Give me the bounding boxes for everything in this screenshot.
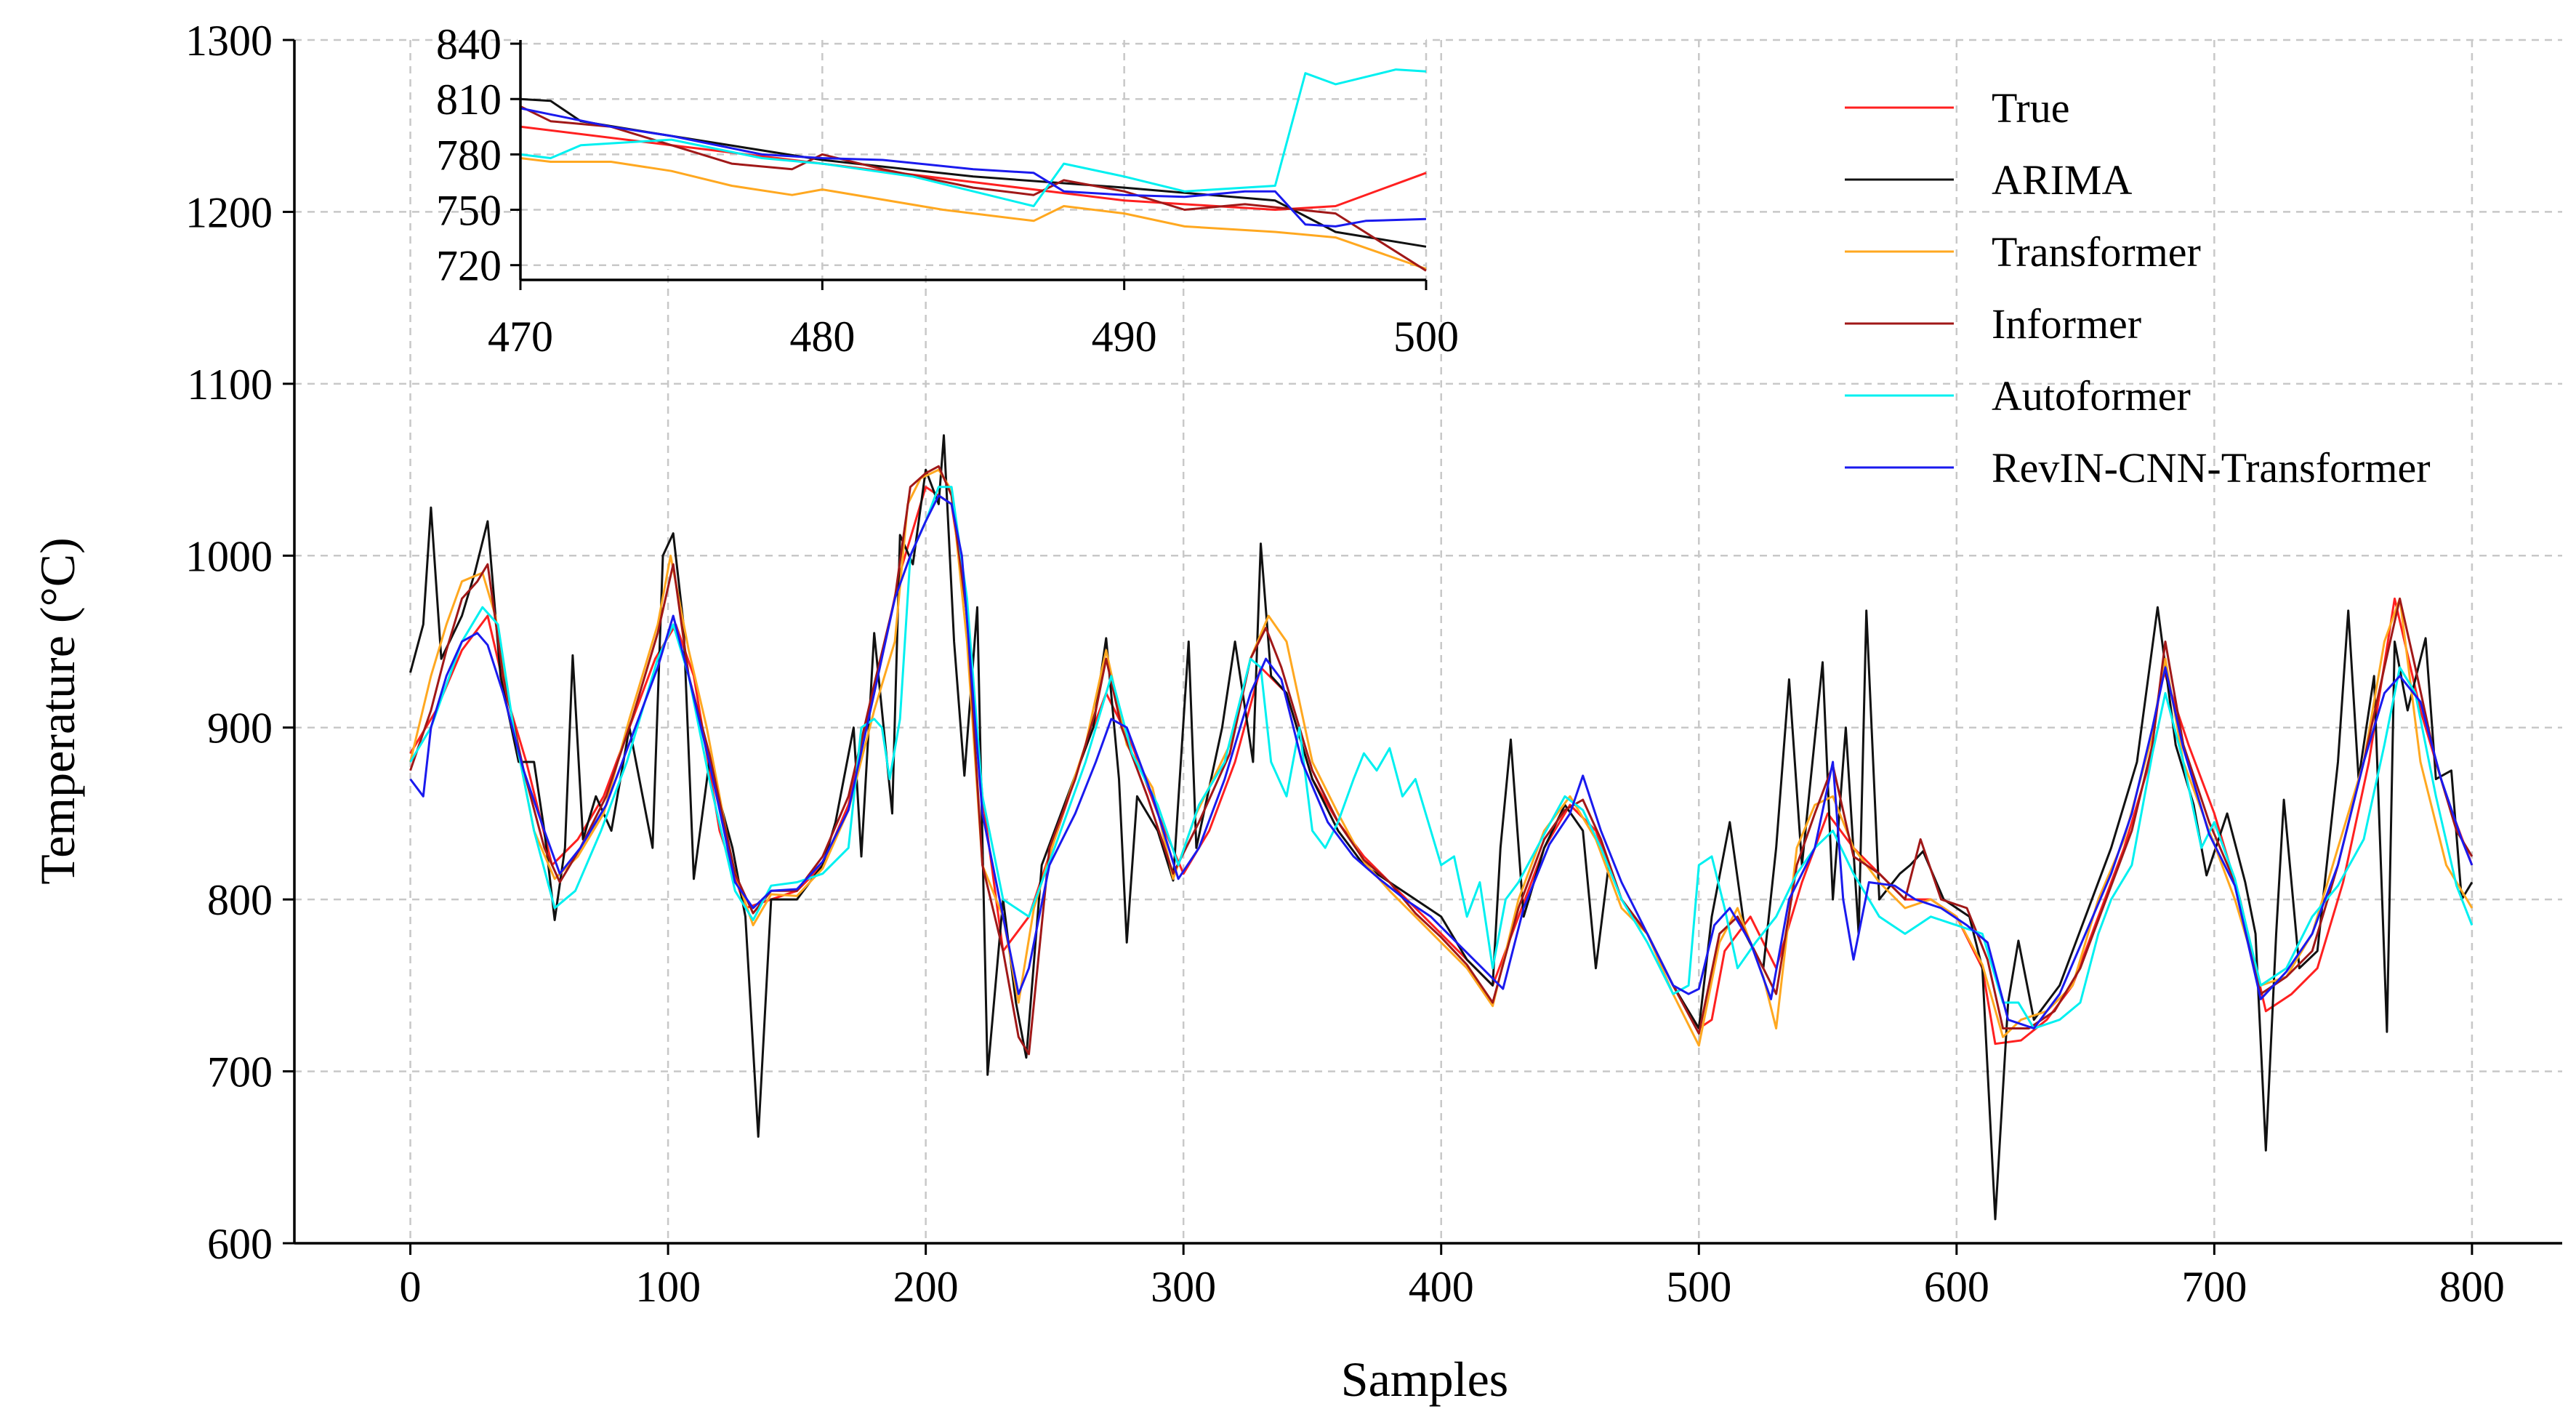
x-tick-label: 0 [400, 1263, 422, 1311]
x-tick-label: 300 [1151, 1263, 1216, 1311]
inset-ticks: 470 480 490 500 720 750 780 810 840 [436, 20, 1459, 361]
x-tick-label: 800 [2439, 1263, 2505, 1311]
x-tick-label: 200 [893, 1263, 959, 1311]
inset-series-line-true [520, 125, 1427, 211]
main-ticks: 0 100 200 300 400 500 600 700 800 600 700 800 900 100… [185, 17, 2505, 1311]
inset-background [518, 36, 1426, 269]
inset-x-tick-label: 490 [1092, 313, 1157, 361]
legend-label: Autoformer [1992, 372, 2191, 420]
series-line-revin-cnn-transformer [409, 494, 2474, 1029]
y-tick-label: 1300 [185, 17, 273, 65]
inset-series-line-informer [520, 105, 1427, 272]
inset-series-line-transformer [520, 157, 1427, 270]
main-axes [293, 40, 2562, 1245]
main-series [409, 434, 2474, 1221]
x-tick-label: 500 [1666, 1263, 1731, 1311]
inset-series-line-revin-cnn-transformer [520, 107, 1427, 228]
x-tick-label: 600 [1924, 1263, 1989, 1311]
y-tick-label: 1100 [187, 361, 273, 409]
inset-chart: 470 480 490 500 720 750 780 810 840 [436, 20, 1459, 361]
inset-y-tick-label: 810 [436, 76, 502, 124]
y-tick-label: 700 [207, 1048, 273, 1096]
x-tick-label: 400 [1409, 1263, 1474, 1311]
inset-x-tick-label: 480 [789, 313, 855, 361]
series-line-informer [409, 465, 2474, 1056]
inset-y-tick-label: 750 [436, 187, 502, 235]
y-tick-label: 900 [207, 705, 273, 752]
inset-x-tick-label: 500 [1393, 313, 1459, 361]
inset-y-tick-label: 840 [436, 20, 502, 68]
legend-label: ARIMA [1992, 156, 2132, 204]
y-axis-title: Temperature (°C) [30, 537, 85, 884]
legend-label: Transformer [1992, 228, 2201, 276]
x-tick-label: 100 [635, 1263, 701, 1311]
y-tick-label: 800 [207, 876, 273, 924]
inset-series-line-arima [520, 97, 1427, 248]
y-tick-label: 600 [207, 1220, 273, 1268]
legend: True ARIMA Transformer Informer Autoformer Re… [1845, 84, 2431, 491]
x-tick-label: 700 [2181, 1263, 2247, 1311]
inset-axes [519, 40, 1426, 281]
inset-series-line-autoformer [520, 68, 1427, 207]
y-tick-label: 1200 [185, 188, 273, 236]
series-line-autoformer [409, 486, 2474, 1029]
legend-label: RevIN-CNN-Transformer [1992, 444, 2431, 491]
inset-y-tick-label: 720 [436, 242, 502, 290]
inset-x-tick-label: 470 [488, 313, 553, 361]
x-axis-title: Samples [1341, 1352, 1508, 1407]
y-tick-label: 1000 [185, 532, 273, 580]
legend-label: Informer [1992, 300, 2141, 348]
legend-label: True [1992, 84, 2069, 132]
inset-y-tick-label: 780 [436, 131, 502, 179]
inset-series [520, 68, 1427, 272]
